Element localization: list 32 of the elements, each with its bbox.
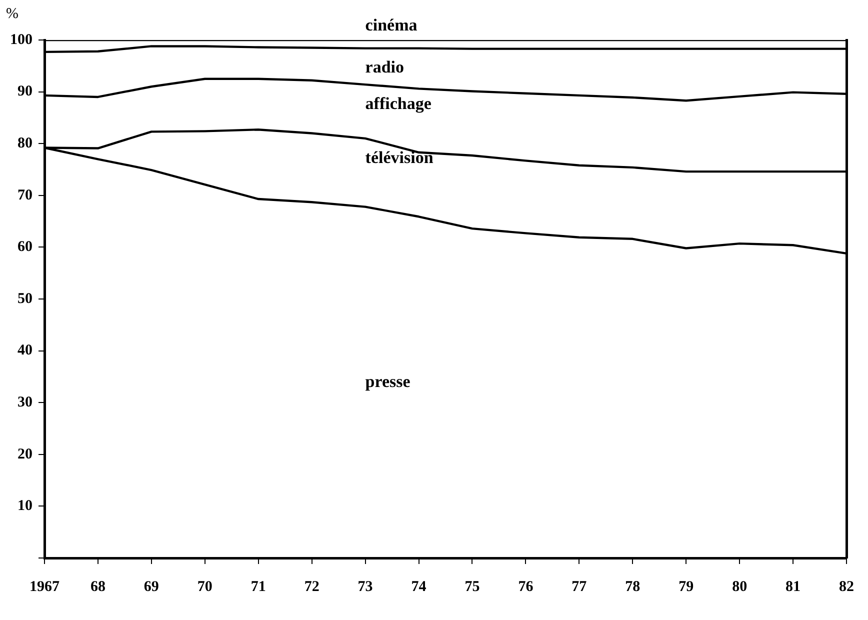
x-tick-label: 81 — [786, 578, 801, 595]
annotation: radio — [365, 58, 404, 77]
x-tick-label: 74 — [411, 578, 427, 595]
text: cinéma — [365, 15, 418, 34]
y-tick-label: 50 — [18, 290, 32, 307]
y-tick-label: 90 — [18, 84, 32, 100]
y-tick-label: 20 — [18, 446, 32, 462]
annotation: presse — [365, 372, 411, 391]
x-tick-label: 69 — [144, 578, 159, 595]
x-tick-label: 80 — [732, 578, 748, 595]
x-tick-label: 73 — [358, 578, 373, 595]
x-tick-label: 75 — [464, 578, 480, 595]
y-tick-label: 40 — [18, 342, 32, 359]
annotation: affichage — [365, 94, 432, 113]
y-tick-label: 100 — [10, 32, 32, 48]
x-tick-label: 70 — [197, 578, 212, 595]
x-tick-label: 79 — [678, 578, 694, 595]
x-tick-label: 68 — [90, 578, 106, 595]
x-tick-label: 78 — [625, 578, 640, 595]
y-tick-label: 30 — [18, 394, 32, 410]
x-tick-label: 1967 — [30, 578, 60, 595]
x-tick-label: 77 — [572, 578, 588, 595]
x-tick-label: 71 — [250, 578, 266, 595]
y-axis-title: % — [6, 6, 18, 22]
y-tick-label: 70 — [18, 187, 32, 204]
x-tick-label: 82 — [839, 578, 854, 595]
y-tick-label: 60 — [18, 239, 32, 256]
annotation: télévision — [365, 148, 434, 167]
y-tick-label: 80 — [18, 135, 32, 152]
x-tick-label: 72 — [304, 578, 320, 595]
x-tick-label: 76 — [518, 578, 534, 595]
y-tick-label: 10 — [18, 498, 32, 514]
